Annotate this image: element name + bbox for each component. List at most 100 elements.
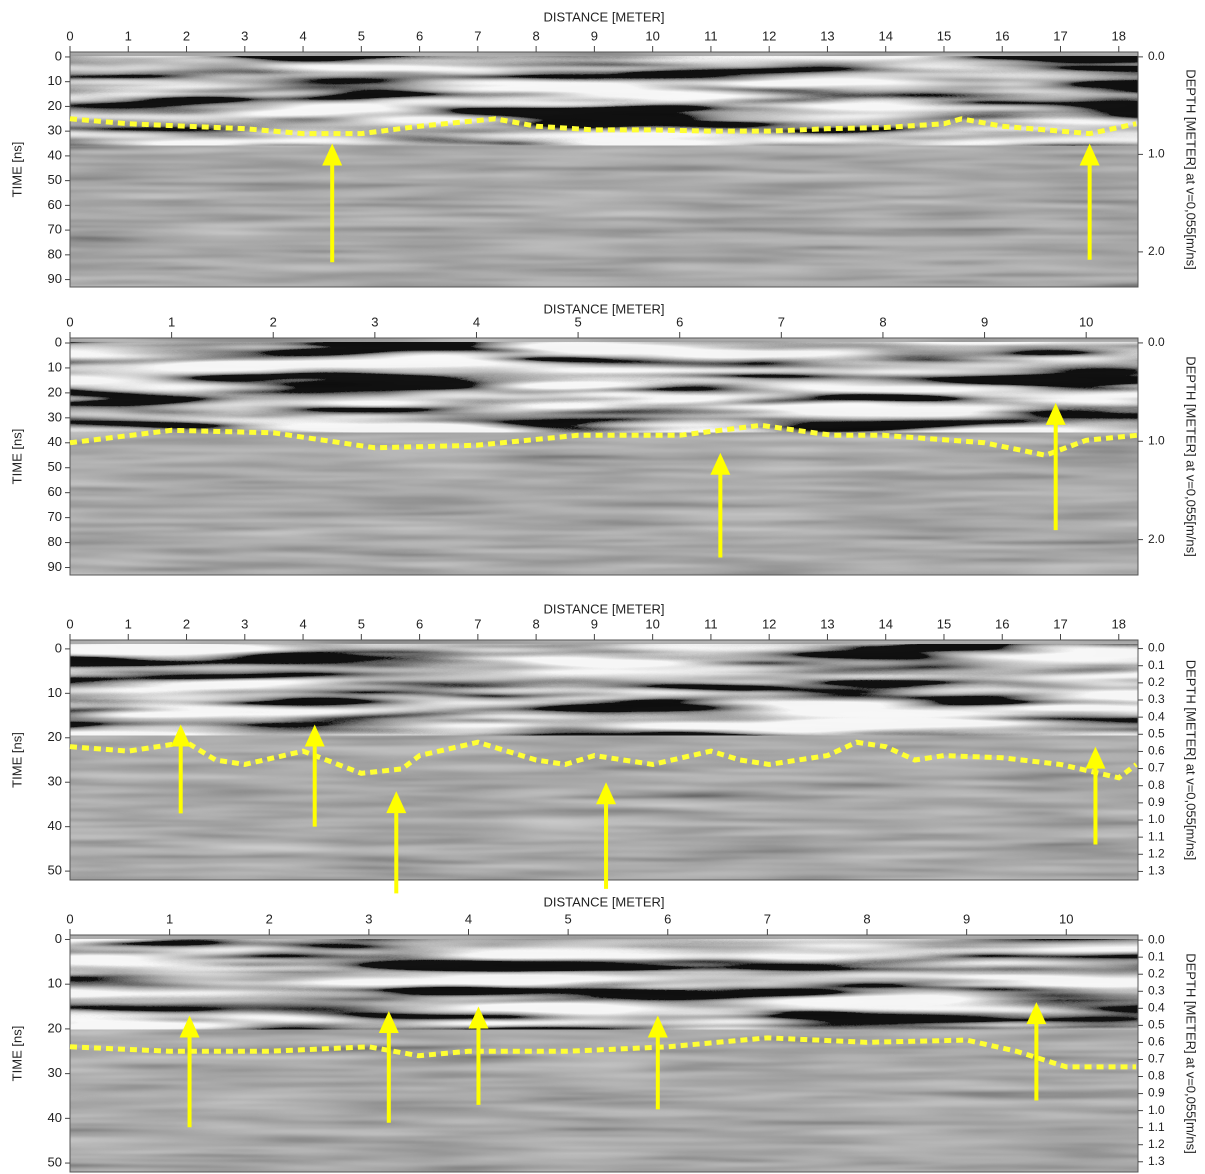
x-tick-label: 12 [762,28,776,43]
y2-tick-label: 1.0 [1148,147,1165,161]
x-tick-label: 16 [995,28,1009,43]
y-tick-label: 30 [48,409,62,424]
y-tick-label: 50 [48,1154,62,1169]
y2-tick-label: 0.0 [1148,641,1165,655]
arrow-head [1026,1002,1047,1025]
x-tick-label: 9 [981,314,988,329]
y-tick-label: 10 [48,685,62,700]
y2-tick-label: 0.9 [1148,795,1165,809]
x-tick-label: 3 [365,911,372,926]
y-tick-label: 40 [48,818,62,833]
arrow-head [170,724,191,747]
arrow-head [378,1011,399,1034]
y2-tick-label: 0.7 [1148,761,1165,775]
x-tick-label: 7 [474,28,481,43]
x-tick-label: 1 [125,28,132,43]
y-tick-label: 90 [48,271,62,286]
x-tick-label: 9 [963,911,970,926]
x-tick-label: 4 [299,28,306,43]
x-tick-label: 14 [878,28,892,43]
x-tick-label: 8 [533,28,540,43]
y2-tick-label: 0.0 [1148,932,1165,946]
y2-tick-label: 1.1 [1148,1120,1165,1134]
y2-tick-label: 1.2 [1148,1137,1165,1151]
x-tick-label: 9 [591,28,598,43]
y-tick-label: 50 [48,172,62,187]
y-tick-label: 30 [48,774,62,789]
x-tick-label: 6 [664,911,671,926]
y2-tick-label: 0.0 [1148,49,1165,63]
x-tick-label: 11 [704,28,718,43]
x-tick-label: 0 [66,616,73,631]
x-tick-label: 1 [168,314,175,329]
plot-frame [69,639,1139,881]
y2-tick-label: 0.0 [1148,335,1165,349]
x-tick-label: 3 [241,616,248,631]
y-tick-label: 80 [48,534,62,549]
y2-tick-label: 0.5 [1148,1018,1165,1032]
y-tick-label: 90 [48,559,62,574]
plot-frame [69,51,1139,288]
y-axis-title: TIME [ns] [9,429,24,485]
arrow-head [322,143,343,166]
x-tick-label: 5 [358,616,365,631]
x-tick-label: 12 [762,616,776,631]
arrow-head [304,724,325,747]
y-tick-label: 40 [48,434,62,449]
y-tick-label: 0 [55,48,62,63]
x-tick-label: 0 [66,911,73,926]
y2-tick-label: 1.0 [1148,433,1165,447]
y2-axis-title: DEPTH [METER] at v=0,055[m/ns] [1184,69,1199,269]
x-tick-label: 8 [863,911,870,926]
x-tick-label: 5 [358,28,365,43]
x-tick-label: 0 [66,28,73,43]
y2-tick-label: 0.1 [1148,949,1165,963]
y2-tick-label: 1.2 [1148,846,1165,860]
y2-tick-label: 0.8 [1148,778,1165,792]
radargram-reflections [70,644,1138,736]
y2-tick-label: 2.0 [1148,532,1165,546]
y-tick-label: 40 [48,147,62,162]
x-tick-label: 15 [937,616,951,631]
x-tick-label: 9 [591,616,598,631]
x-axis-title: DISTANCE [METER] [543,9,664,24]
y-tick-label: 10 [48,73,62,88]
x-tick-label: 13 [820,28,834,43]
x-tick-label: 3 [241,28,248,43]
arrow-head [710,452,731,475]
y-axis-title: TIME [ns] [9,732,24,788]
x-tick-label: 2 [266,911,273,926]
x-tick-label: 4 [299,616,306,631]
x-tick-label: 17 [1053,28,1067,43]
x-tick-label: 3 [371,314,378,329]
x-tick-label: 10 [1059,911,1073,926]
x-tick-label: 6 [676,314,683,329]
x-tick-label: 11 [704,616,718,631]
y2-tick-label: 2.0 [1148,244,1165,258]
y2-axis-title: DEPTH [METER] at v=0,055[m/ns] [1184,953,1199,1153]
arrow-head [386,791,407,814]
x-tick-label: 18 [1112,28,1126,43]
y-tick-label: 20 [48,729,62,744]
x-tick-label: 16 [995,616,1009,631]
x-tick-label: 18 [1112,616,1126,631]
x-tick-label: 10 [645,616,659,631]
y-tick-label: 10 [48,359,62,374]
y-tick-label: 0 [55,931,62,946]
x-tick-label: 10 [1079,314,1093,329]
x-axis-title: DISTANCE [METER] [543,894,664,909]
interface-line [69,1035,1137,1070]
x-tick-label: 2 [183,28,190,43]
y2-tick-label: 1.3 [1148,1154,1165,1168]
x-tick-label: 0 [66,314,73,329]
arrow-head [468,1006,489,1029]
radargram-reflections [70,939,1138,1030]
x-tick-label: 8 [879,314,886,329]
arrow-head [596,782,617,805]
y-tick-label: 10 [48,976,62,991]
y-tick-label: 30 [48,123,62,138]
y2-tick-label: 0.6 [1148,1035,1165,1049]
x-axis-title: DISTANCE [METER] [543,301,664,316]
x-tick-label: 14 [878,616,892,631]
